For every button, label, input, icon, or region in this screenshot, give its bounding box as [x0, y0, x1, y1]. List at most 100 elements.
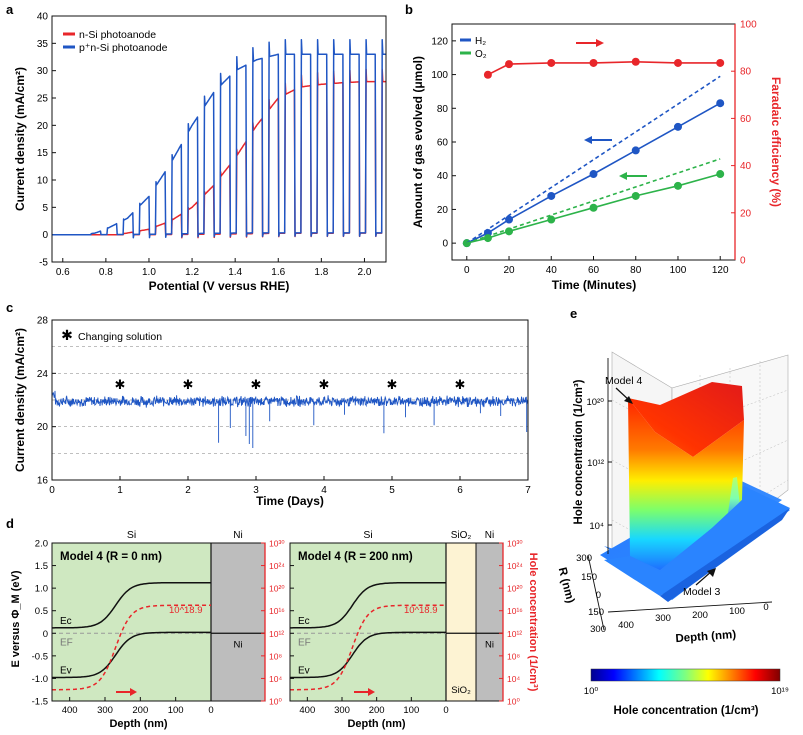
conduction-band-line — [52, 581, 211, 629]
layer-label-si: Si — [127, 529, 136, 541]
x-tick-label: 40 — [546, 265, 558, 276]
series-line-faradaic-efficiency — [487, 60, 721, 76]
x-tick-label: 0 — [443, 705, 448, 716]
y-tick-label: 25 — [37, 94, 49, 105]
y-right-tick-label: 0 — [740, 256, 746, 267]
y-tick-label: 28 — [37, 316, 49, 327]
data-point-faradaic-efficiency — [589, 58, 598, 67]
y-right-tick-label: 10⁰ — [507, 697, 520, 707]
x-tick-label: 100 — [168, 705, 184, 716]
panel-e-z-ticks: 10²⁰ 10¹² 10⁴ — [586, 397, 612, 532]
y-tick-label: 0.5 — [35, 606, 48, 617]
x-axis-label: Depth (nm) — [109, 718, 167, 730]
y-tick-label: 60 — [437, 138, 449, 149]
x-tick-label: 5 — [389, 485, 395, 496]
x-tick-label: 100 — [670, 265, 687, 276]
x-tick-label: 1.0 — [142, 267, 156, 278]
data-point-faradaic-efficiency — [505, 60, 514, 69]
data-point-faradaic-efficiency — [673, 58, 682, 67]
y-tick-label: 1.5 — [35, 561, 48, 572]
legend-label-nsi: n-Si photoanode — [79, 29, 156, 41]
depth-tick-3: 100 — [729, 606, 745, 617]
panel-e-r-ticks: 300 150 0 150 300 — [576, 553, 606, 635]
y-right-tick-label: 80 — [740, 67, 752, 78]
data-point-o2 — [631, 191, 640, 200]
annotation-model-4: Model 4 — [605, 375, 643, 387]
x-tick-label: 0 — [208, 705, 213, 716]
data-point-faradaic-efficiency — [547, 58, 556, 67]
y-tick-label: 20 — [437, 205, 449, 216]
series-line-h2 — [466, 102, 721, 244]
data-point-h2 — [505, 215, 514, 224]
arrow-left-blue-head — [584, 136, 592, 144]
changing-solution-marker: ✱ — [387, 377, 398, 392]
region-ni — [211, 543, 265, 701]
r-tick-0: 300 — [576, 553, 592, 564]
layer-label-si: Si — [363, 529, 372, 541]
panel-b-axes: 0 20 40 60 80 100 120 0 20 40 60 80 100 120 0 20 40 60 80 1… — [431, 20, 757, 277]
x-tick-label: 400 — [62, 705, 78, 716]
surface-step-wall — [628, 398, 744, 570]
band-label-ef: EF — [298, 637, 311, 648]
x-tick-label: 20 — [503, 265, 515, 276]
x-tick-label: 0.6 — [56, 267, 70, 278]
z-tick-4: 10⁴ — [589, 521, 604, 532]
layer-label-ni: Ni — [233, 530, 242, 541]
band-label-ef: EF — [60, 637, 73, 648]
panel-b-x-label: Time (Minutes) — [552, 278, 636, 292]
y-tick-label: 40 — [37, 12, 49, 23]
hole-concentration-line — [290, 604, 446, 691]
legend-label-h2: H₂ — [475, 36, 486, 47]
hole-annotation: 10^18.9 — [404, 605, 438, 616]
changing-solution-marker: ✱ — [115, 377, 126, 392]
legend-label-changing-solution: Changing solution — [78, 331, 162, 343]
series-line-h2-theoretical — [466, 75, 721, 244]
x-tick-label: 1.8 — [314, 267, 328, 278]
annotation-model-3-arrowhead — [707, 568, 716, 577]
y-right-tick-label: 10³⁰ — [507, 539, 523, 549]
x-tick-label: 1.2 — [185, 267, 199, 278]
y-tick-label: 20 — [37, 121, 49, 132]
legend-label-pnsi: p⁺n-Si photoanode — [79, 42, 168, 54]
changing-solution-marker: ✱ — [251, 377, 262, 392]
panel-b-y-label: Amount of gas evolved (μmol) — [411, 56, 425, 228]
y-right-tick-label: 10⁰ — [269, 697, 282, 707]
y-tick-label: 0 — [43, 629, 48, 640]
data-point-faradaic-efficiency — [631, 57, 640, 66]
x-tick-label: 200 — [369, 705, 385, 716]
panel-label-d: d — [6, 516, 14, 531]
x-tick-label: 1 — [117, 485, 123, 496]
panel-e-depth-label: Depth (nm) — [675, 629, 737, 645]
x-tick-label: 60 — [588, 265, 600, 276]
y-right-tick-label: 60 — [740, 114, 752, 125]
y-tick-label: -1.5 — [32, 697, 48, 708]
data-point-o2 — [589, 203, 598, 212]
depth-axis-line — [607, 601, 773, 613]
panel-c-axes: 0 1 2 3 4 5 6 7 16 20 24 28 — [37, 316, 531, 497]
x-tick-label: 80 — [630, 265, 642, 276]
data-point-faradaic-efficiency — [716, 58, 725, 67]
y-right-axis-label: Hole concentration (1/cm³) — [527, 553, 539, 692]
band-label-ec: Ec — [60, 616, 72, 627]
panel-b-y-label-right: Faradaic efficiency (%) — [769, 77, 783, 207]
panel-c-x-label: Time (Days) — [256, 494, 324, 508]
y-right-tick-label: 10⁸ — [507, 651, 520, 661]
y-right-tick-label: 10¹² — [507, 629, 522, 639]
data-point-h2 — [673, 122, 682, 131]
x-tick-label: 2 — [185, 485, 191, 496]
colorbar-max-label: 10¹⁹ — [771, 686, 789, 697]
changing-solution-marker: ✱ — [455, 377, 466, 392]
y-tick-label: 24 — [37, 369, 49, 380]
colorbar-title: Hole concentration (1/cm³) — [613, 705, 758, 717]
x-tick-label: 3 — [253, 485, 259, 496]
y-right-tick-label: 10⁸ — [269, 651, 282, 661]
series-line-current-density — [51, 390, 529, 448]
colorbar-min-label: 10⁰ — [584, 686, 599, 697]
r-tick-1: 150 — [581, 572, 597, 583]
panel-c-plot-area: ✱ ✱ ✱ ✱ ✱ ✱ — [51, 377, 529, 448]
region-si — [52, 543, 211, 701]
x-tick-label: 2.0 — [357, 267, 371, 278]
x-tick-label: 4 — [321, 485, 327, 496]
depth-tick-1: 300 — [655, 613, 671, 624]
